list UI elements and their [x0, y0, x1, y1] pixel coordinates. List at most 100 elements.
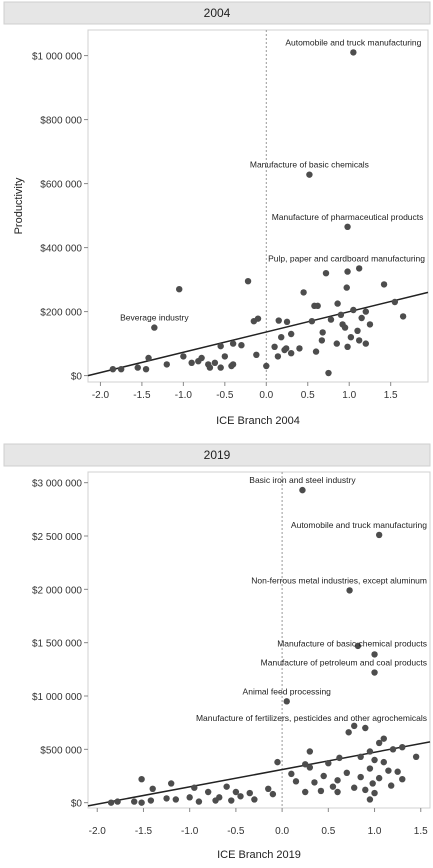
data-point [232, 788, 240, 796]
data-point [362, 308, 370, 315]
data-point [314, 302, 321, 310]
data-point [334, 777, 341, 784]
data-point [302, 761, 309, 768]
annotation-label: Beverage industry [120, 313, 189, 323]
data-point [399, 776, 406, 783]
data-point [287, 330, 295, 338]
y-tick-label: $0 [71, 372, 83, 383]
data-point [362, 786, 369, 794]
data-point [114, 798, 121, 805]
data-point [371, 669, 378, 676]
data-point [344, 223, 351, 230]
annotation-label: Pulp, paper and cardboard manufacturing [268, 253, 425, 263]
data-point [317, 787, 325, 795]
data-point [399, 744, 406, 751]
data-point [362, 724, 369, 732]
x-tick-label: -1.5 [135, 826, 153, 837]
y-axis-label: Productivity [13, 177, 25, 234]
data-point [334, 300, 341, 307]
data-point [251, 796, 258, 803]
data-point [253, 351, 260, 358]
chart-2019: 2019 $0 $500 000 $1 000 000 $1 500 000 $2 000… [3, 443, 431, 861]
data-point [375, 774, 383, 782]
data-point [327, 316, 335, 323]
x-tick-label: 0.0 [259, 390, 273, 401]
data-point [306, 171, 313, 178]
y-tick-label: $400 000 [40, 244, 82, 255]
annotation-label: Automobile and truck manufacturing [291, 520, 427, 530]
chart-title: 2004 [204, 6, 231, 20]
data-point [371, 789, 378, 797]
y-tick-label: $2 000 000 [32, 585, 82, 596]
data-point [265, 785, 272, 792]
annotation-label: Manufacture of basic chemical products [277, 638, 427, 648]
data-point [366, 321, 374, 328]
chart-title: 2019 [204, 448, 231, 462]
data-point [195, 798, 203, 805]
annotation-label: Manufacture of basic chemicals [250, 160, 369, 170]
data-point [172, 796, 180, 803]
y-tick-label: $1 000 000 [32, 692, 82, 703]
data-point [228, 797, 235, 804]
x-tick-label: -0.5 [216, 390, 234, 401]
data-point [412, 753, 420, 760]
data-point [306, 748, 314, 755]
data-point [347, 334, 355, 341]
data-point [186, 794, 193, 801]
data-point [302, 788, 309, 796]
annotation-label: Manufacture of fertilizers, pesticides a… [196, 713, 427, 723]
y-tick-label: $1 500 000 [32, 639, 82, 650]
x-axis-label: ICE Branch 2004 [216, 415, 300, 427]
data-point [246, 789, 253, 797]
data-point [366, 796, 374, 803]
data-point [325, 369, 332, 377]
data-point [320, 772, 327, 780]
annotation-label: Animal feed processing [243, 686, 332, 696]
data-point [107, 799, 115, 806]
x-tick-label: 0.0 [275, 826, 289, 837]
data-point [344, 268, 351, 275]
x-tick-label: -2.0 [92, 390, 110, 401]
title-bar [3, 1, 431, 25]
data-point [345, 729, 352, 736]
data-point [371, 756, 378, 764]
data-point [151, 324, 158, 331]
y-tick-label: $0 [71, 799, 83, 810]
data-point [343, 769, 351, 776]
y-tick-label: $600 000 [40, 180, 82, 191]
data-point [274, 353, 282, 360]
data-point [351, 722, 358, 730]
data-point [269, 790, 277, 798]
data-point [322, 270, 330, 277]
data-point [341, 324, 349, 331]
data-point [380, 281, 388, 288]
x-tick-label: -0.5 [227, 826, 245, 837]
data-point [287, 350, 295, 357]
data-point [138, 799, 145, 806]
y-tick-label: $1 000 000 [32, 52, 82, 63]
data-point [306, 764, 314, 771]
data-point [394, 768, 401, 775]
data-point [117, 366, 125, 373]
data-point [271, 343, 278, 350]
x-tick-label: -1.0 [175, 390, 193, 401]
data-point [180, 353, 187, 360]
annotation-label: Automobile and truck manufacturing [285, 37, 421, 47]
data-point [131, 798, 138, 805]
data-point [282, 345, 290, 352]
x-tick-label: -1.0 [181, 826, 199, 837]
y-tick-label: $3 000 000 [32, 479, 82, 490]
x-tick-label: -1.5 [133, 390, 151, 401]
data-point [217, 342, 224, 350]
data-point [391, 298, 399, 306]
x-tick-label: 1.5 [414, 826, 428, 837]
data-point [333, 340, 340, 347]
data-point [229, 340, 237, 347]
x-axis-label: ICE Branch 2019 [217, 849, 301, 861]
x-tick-label: -2.0 [89, 826, 107, 837]
data-point [163, 361, 170, 368]
data-point [366, 765, 374, 772]
data-point [318, 337, 326, 344]
data-point [109, 366, 117, 373]
